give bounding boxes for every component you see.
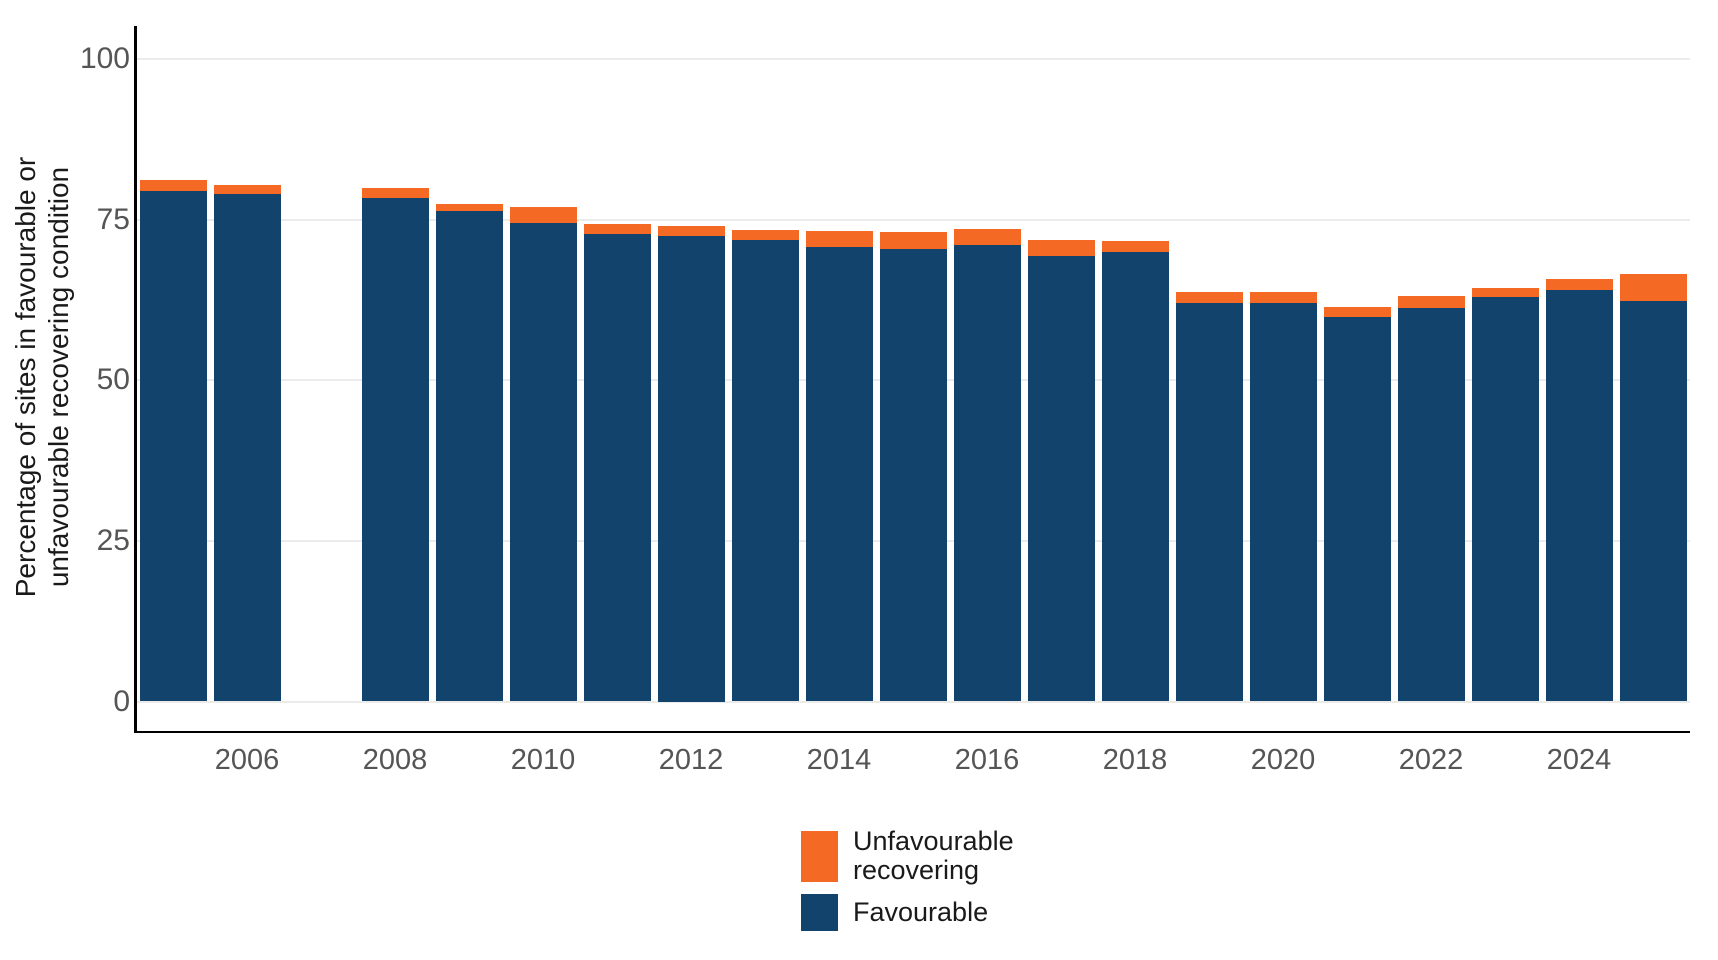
gridline-y-0 xyxy=(136,700,1690,703)
bar-2006-favourable xyxy=(213,193,281,702)
bar-2022-unfavourable-recovering xyxy=(1397,296,1465,308)
bar-2011-unfavourable-recovering xyxy=(583,224,651,234)
bar-2013-unfavourable-recovering xyxy=(731,229,799,240)
bar-2023-unfavourable-recovering xyxy=(1471,287,1539,298)
legend: Unfavourable recovering Favourable xyxy=(801,827,1014,931)
bar-2021-favourable xyxy=(1323,316,1391,702)
x-tick-label-2010: 2010 xyxy=(510,744,576,776)
x-tick-label-2012: 2012 xyxy=(658,744,724,776)
bar-2024-favourable xyxy=(1545,290,1613,702)
bar-2020-favourable xyxy=(1249,302,1317,702)
bar-2019-favourable xyxy=(1175,302,1243,702)
bar-2019-unfavourable-recovering xyxy=(1175,291,1243,303)
bar-2005-favourable xyxy=(139,191,207,702)
x-tick-label-2022: 2022 xyxy=(1398,744,1464,776)
bar-2008-favourable xyxy=(361,198,429,702)
bar-2014-unfavourable-recovering xyxy=(805,230,873,247)
x-axis-line xyxy=(134,730,1690,733)
bar-2009-favourable xyxy=(435,210,503,702)
bar-2025-unfavourable-recovering xyxy=(1619,274,1687,301)
x-tick-label-2024: 2024 xyxy=(1546,744,1612,776)
bar-2018-unfavourable-recovering xyxy=(1101,240,1169,253)
legend-item-favourable: Favourable xyxy=(801,894,1014,931)
legend-swatch-unfavourable-recovering xyxy=(801,830,838,882)
y-axis-line xyxy=(134,26,137,733)
bar-2011-favourable xyxy=(583,233,651,702)
bar-2012-favourable xyxy=(657,235,725,702)
bar-2021-unfavourable-recovering xyxy=(1323,307,1391,317)
y-tick-label-25: 25 xyxy=(96,523,130,557)
x-tick-label-2014: 2014 xyxy=(806,744,872,776)
x-tick-label-2020: 2020 xyxy=(1250,744,1316,776)
y-tick-label-0: 0 xyxy=(113,684,130,718)
bar-2009-unfavourable-recovering xyxy=(435,203,503,211)
bar-2023-favourable xyxy=(1471,297,1539,702)
legend-item-unfavourable-recovering: Unfavourable recovering xyxy=(801,827,1014,885)
bar-2010-favourable xyxy=(509,223,577,702)
legend-label-unfavourable-recovering: Unfavourable recovering xyxy=(853,826,1014,885)
bar-2013-favourable xyxy=(731,239,799,702)
bar-2010-unfavourable-recovering xyxy=(509,206,577,224)
gridline-y-75 xyxy=(136,218,1690,221)
legend-swatch-favourable xyxy=(801,894,838,931)
bar-2016-unfavourable-recovering xyxy=(953,228,1021,246)
x-tick-label-2006: 2006 xyxy=(214,744,280,776)
bar-2012-unfavourable-recovering xyxy=(657,226,725,236)
bar-2017-favourable xyxy=(1027,255,1095,702)
bar-2025-favourable xyxy=(1619,300,1687,702)
y-tick-label-50: 50 xyxy=(96,363,130,397)
legend-label-favourable: Favourable xyxy=(853,897,989,927)
bar-2017-unfavourable-recovering xyxy=(1027,240,1095,256)
bar-2018-favourable xyxy=(1101,252,1169,702)
y-tick-label-100: 100 xyxy=(79,42,130,75)
bar-2024-unfavourable-recovering xyxy=(1545,278,1613,291)
bar-2006-unfavourable-recovering xyxy=(213,184,281,194)
bar-2016-favourable xyxy=(953,245,1021,702)
gridline-y-100 xyxy=(136,58,1690,60)
bar-2005-unfavourable-recovering xyxy=(139,179,207,192)
bar-2022-favourable xyxy=(1397,307,1465,702)
x-tick-label-2018: 2018 xyxy=(1102,744,1168,776)
x-tick-label-2008: 2008 xyxy=(362,744,428,776)
bar-2014-favourable xyxy=(805,246,873,702)
bar-2015-unfavourable-recovering xyxy=(879,232,947,249)
bar-2020-unfavourable-recovering xyxy=(1249,291,1317,303)
bar-2015-favourable xyxy=(879,248,947,702)
bar-2008-unfavourable-recovering xyxy=(361,187,429,199)
x-tick-label-2016: 2016 xyxy=(954,744,1020,776)
y-tick-label-75: 75 xyxy=(96,202,130,236)
